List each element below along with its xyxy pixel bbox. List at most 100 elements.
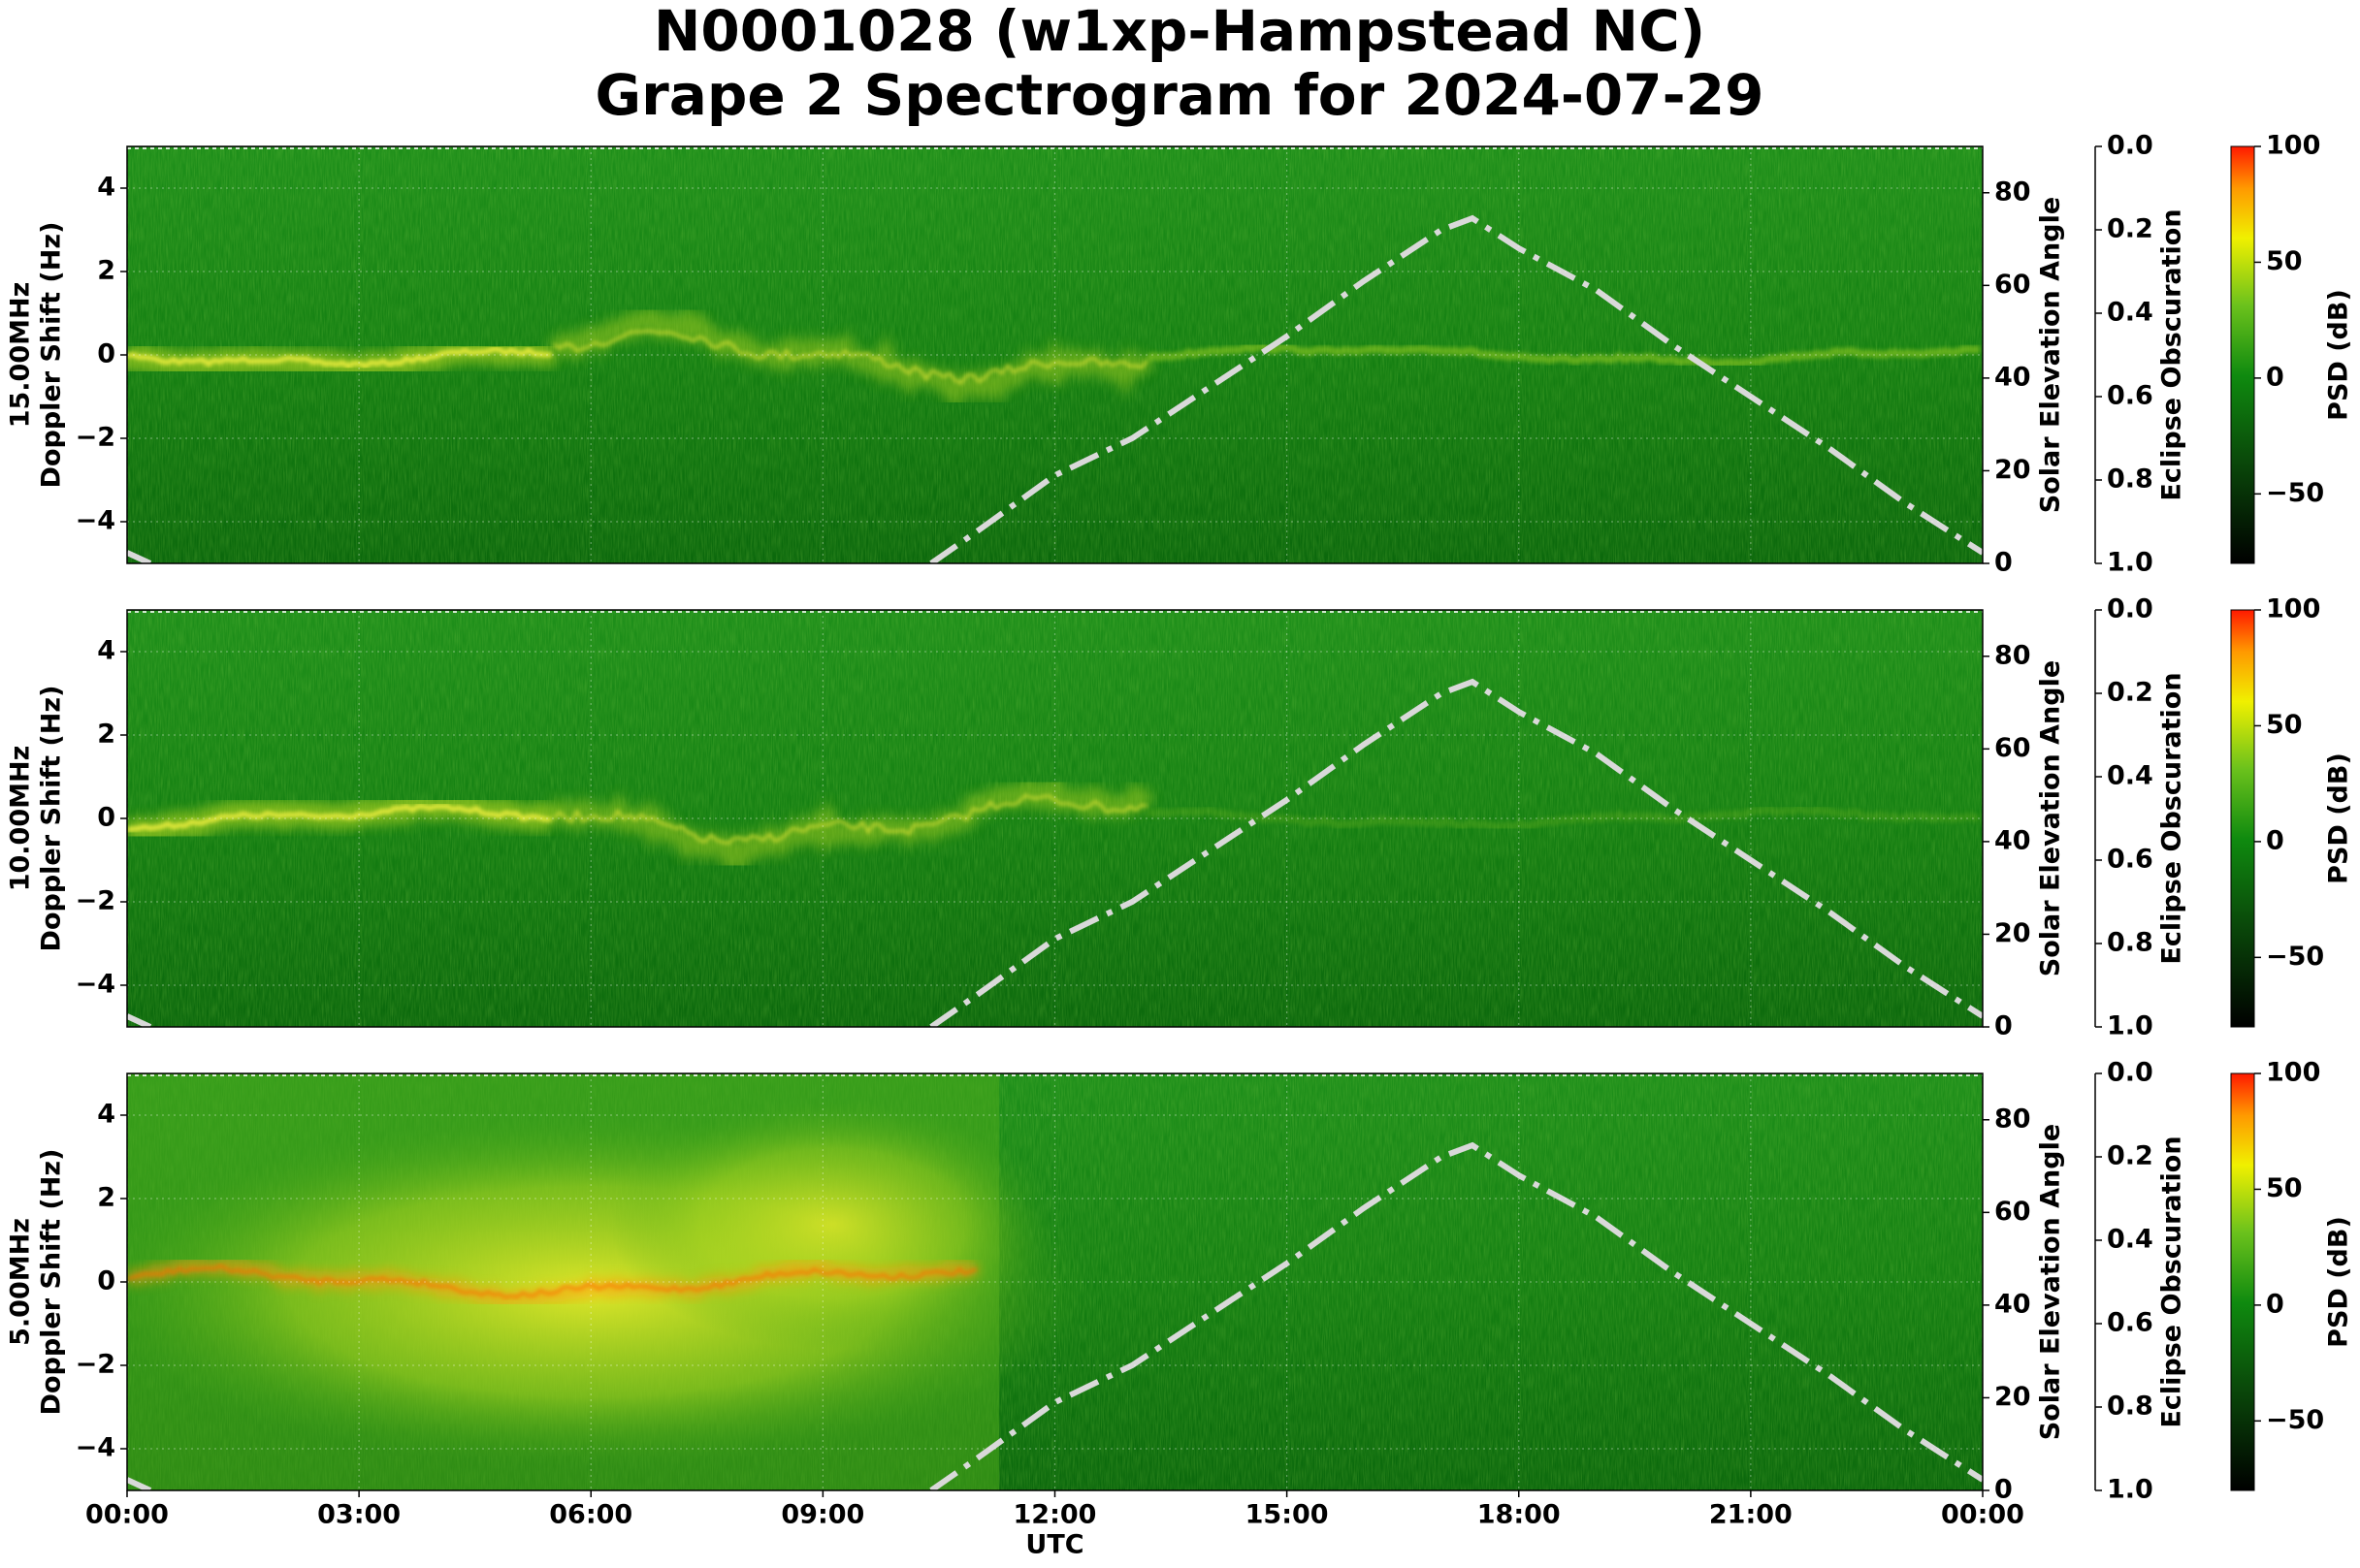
y-axis-label: Doppler Shift (Hz) (37, 1149, 67, 1416)
y-tick-label: 0 (97, 1266, 115, 1296)
spectrogram-band (547, 304, 1154, 410)
x-tick-label: 09:00 (781, 1500, 864, 1530)
y3-tick-label: 0.4 (2107, 298, 2153, 328)
colorbar-tick-label: 50 (2266, 246, 2303, 276)
spectrogram-cloud (609, 1099, 1055, 1349)
y-tick-label: −4 (76, 506, 115, 536)
y2-tick-label: 40 (1994, 825, 2031, 855)
y3-tick-label: 0.8 (2107, 928, 2153, 958)
y-tick-label: −2 (76, 886, 115, 916)
colorbar-label: PSD (dB) (2324, 1216, 2354, 1348)
y-tick-label: 4 (97, 173, 115, 203)
y2-tick-label: 60 (1994, 270, 2031, 300)
colorbar-tick-label: 50 (2266, 710, 2303, 740)
y3-tick-label: 0.4 (2107, 1225, 2153, 1255)
y3-axis-label: Eclipse Obscuration (2157, 1136, 2187, 1427)
y-axis-label: Doppler Shift (Hz) (37, 686, 67, 952)
y-tick-label: 0 (97, 339, 115, 369)
colorbar-tick-label: 100 (2266, 131, 2320, 161)
spectrogram-band (1146, 342, 1981, 368)
colorbar (2230, 145, 2255, 564)
spectrogram-band (553, 329, 1149, 385)
spectrogram (127, 610, 1983, 1027)
y-tick-label: −2 (76, 423, 115, 453)
x-tick-label: 18:00 (1477, 1500, 1561, 1530)
colorbar-tick-label: −50 (2266, 942, 2324, 972)
y2-axis-label: Solar Elevation Angle (2036, 197, 2066, 513)
colorbar-label: PSD (dB) (2324, 752, 2354, 884)
x-tick-label: 15:00 (1245, 1500, 1329, 1530)
y3-tick-label: 1.0 (2107, 1475, 2153, 1505)
x-tick-label: 00:00 (85, 1500, 169, 1530)
spectrogram-band (552, 793, 1148, 846)
y-tick-label: 4 (97, 1100, 115, 1130)
colorbar-tick-label: 0 (2266, 1289, 2284, 1319)
x-tick-label: 12:00 (1014, 1500, 1097, 1530)
y2-tick-label: 80 (1994, 640, 2031, 670)
colorbar-tick-label: 0 (2266, 362, 2284, 392)
y-tick-label: 0 (97, 803, 115, 833)
colorbar (2230, 1072, 2255, 1491)
y-tick-label: 2 (97, 256, 115, 286)
y2-tick-label: 60 (1994, 1197, 2031, 1227)
y-tick-label: −4 (76, 1433, 115, 1463)
solar-elevation-line (127, 678, 1983, 1027)
colorbar-tick-label: 100 (2266, 594, 2320, 624)
x-tick-label: 00:00 (1941, 1500, 2024, 1530)
y2-tick-label: 40 (1994, 1289, 2031, 1319)
y2-tick-label: 60 (1994, 733, 2031, 763)
y3-axis-label: Eclipse Obscuration (2157, 208, 2187, 500)
y3-tick-label: 0.4 (2107, 761, 2153, 791)
x-tick-label: 21:00 (1709, 1500, 1793, 1530)
spectrogram-band (127, 803, 553, 833)
y2-tick-label: 20 (1994, 918, 2031, 948)
chart-title: Grape 2 Spectrogram for 2024-07-29 (596, 62, 1764, 128)
colorbar (2230, 609, 2255, 1028)
colorbar-tick-label: 100 (2266, 1058, 2320, 1088)
y2-axis-label: Solar Elevation Angle (2036, 660, 2066, 976)
y-tick-label: −4 (76, 970, 115, 1000)
x-axis-label: UTC (1025, 1530, 1083, 1560)
y3-tick-label: 1.0 (2107, 548, 2153, 578)
y-tick-label: 2 (97, 720, 115, 750)
y-axis-label: 15.00MHz (6, 282, 36, 429)
y3-tick-label: 0.2 (2107, 678, 2153, 708)
x-tick-label: 06:00 (549, 1500, 632, 1530)
colorbar-tick-label: −50 (2266, 1405, 2324, 1435)
y3-tick-label: 0.6 (2107, 381, 2153, 411)
spectrogram-band (1147, 804, 1981, 831)
y2-tick-label: 0 (1994, 1011, 2013, 1041)
y2-tick-label: 40 (1994, 362, 2031, 392)
y-tick-label: 2 (97, 1183, 115, 1213)
colorbar-tick-label: −50 (2266, 478, 2324, 508)
y3-tick-label: 0.0 (2107, 1058, 2153, 1088)
y3-tick-label: 0.8 (2107, 464, 2153, 495)
spectrogram (127, 146, 1983, 563)
y2-tick-label: 0 (1994, 1475, 2013, 1505)
y-tick-label: 4 (97, 636, 115, 666)
y-axis-label: 5.00MHz (6, 1218, 36, 1346)
y3-tick-label: 0.6 (2107, 1308, 2153, 1338)
solar-elevation-line (127, 1141, 1983, 1490)
y3-tick-label: 0.2 (2107, 214, 2153, 244)
y2-tick-label: 0 (1994, 548, 2013, 578)
spectrogram-band (127, 1264, 978, 1299)
y2-axis-label: Solar Elevation Angle (2036, 1124, 2066, 1440)
y3-tick-label: 0.2 (2107, 1141, 2153, 1171)
colorbar-label: PSD (dB) (2324, 289, 2354, 421)
spectrogram (127, 1073, 1983, 1490)
colorbar-tick-label: 0 (2266, 825, 2284, 855)
y-axis-label: 10.00MHz (6, 746, 36, 892)
y2-tick-label: 20 (1994, 1382, 2031, 1412)
colorbar-tick-label: 50 (2266, 1173, 2303, 1203)
y3-tick-label: 1.0 (2107, 1011, 2153, 1041)
chart-title: N0001028 (w1xp-Hampstead NC) (654, 0, 1705, 64)
x-tick-label: 03:00 (317, 1500, 401, 1530)
y3-tick-label: 0.0 (2107, 594, 2153, 624)
y2-tick-label: 80 (1994, 176, 2031, 207)
y2-tick-label: 20 (1994, 455, 2031, 485)
y3-tick-label: 0.6 (2107, 845, 2153, 875)
y2-tick-label: 80 (1994, 1104, 2031, 1134)
